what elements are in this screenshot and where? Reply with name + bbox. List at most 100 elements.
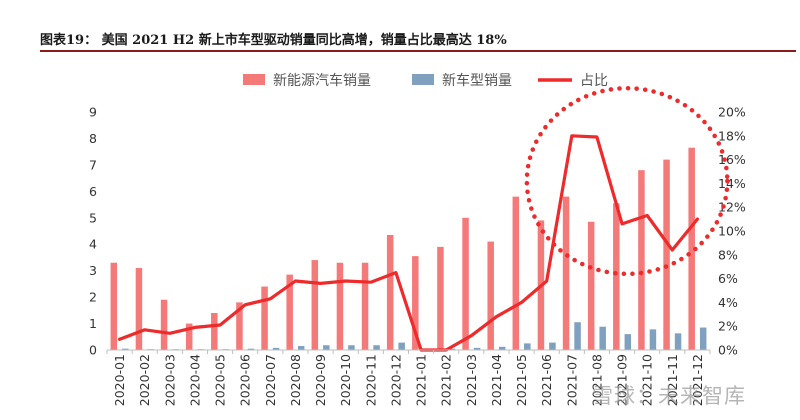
new-model-sales-bar [549, 342, 556, 350]
ev-sales-bar [361, 262, 369, 350]
ev-sales-bar [185, 323, 193, 350]
legend-share-label: 占比 [580, 73, 608, 89]
bar-series [110, 147, 707, 351]
left-axis-tick-label: 6 [89, 184, 97, 199]
new-model-sales-bar [448, 348, 456, 350]
new-model-sales-bar [524, 343, 531, 350]
x-axis-tick-label: 2020-12 [388, 354, 403, 406]
highlight-dotted-circle [524, 85, 730, 277]
watermark-text: 雪球：未来智库 [592, 384, 746, 408]
new-model-sales-bar [649, 329, 657, 350]
x-axis-tick-label: 2021-02 [439, 354, 454, 406]
x-axis-tick-label: 2020-04 [187, 354, 202, 406]
x-axis-tick-label: 2020-06 [238, 354, 253, 406]
x-axis-tick-label: 2021-12 [690, 354, 705, 406]
x-axis-tick-label: 2021-07 [564, 354, 579, 406]
x-axis-tick-label: 2020-07 [263, 354, 278, 406]
x-axis-tick-label: 2021-10 [640, 354, 655, 406]
new-model-sales-bar [323, 345, 330, 350]
left-axis-tick-label: 8 [89, 131, 97, 146]
ev-sales-bar [160, 299, 168, 350]
left-axis-tick-label: 1 [89, 316, 97, 331]
ev-sales-bar [236, 302, 243, 350]
legend-ev-sales-label: 新能源汽车销量 [273, 72, 371, 89]
x-axis-tick-label: 2020-09 [313, 354, 328, 406]
ev-sales-bar [412, 256, 419, 350]
x-axis-tick-label: 2020-02 [137, 354, 152, 406]
ev-sales-bar [311, 260, 319, 350]
x-axis-tick-label: 2021-06 [539, 354, 554, 406]
left-axis-tick-label: 5 [89, 210, 97, 225]
left-axis-tick-label: 3 [89, 263, 97, 278]
share-line-series [117, 134, 700, 352]
right-axis-tick-label: 14% [718, 176, 746, 191]
new-model-sales-bar [624, 334, 632, 350]
chart-title: 图表19： 美国 2021 H2 新上市车型驱动销量同比高增，销量占比最高达 1… [40, 33, 507, 48]
right-axis-tick-label: 0% [718, 343, 738, 358]
new-model-sales-bar [473, 347, 481, 350]
x-axis-tick-label: 2021-11 [665, 354, 680, 406]
right-axis-tick-label: 20% [718, 105, 746, 120]
right-axis-tick-label: 18% [718, 128, 746, 143]
x-axis-tick-label: 2020-11 [363, 354, 378, 406]
title-underline [40, 50, 796, 52]
new-model-sales-bar [122, 348, 129, 350]
ev-sales-bar [688, 147, 695, 350]
x-axis-tick-label: 2021-04 [489, 354, 504, 406]
new-model-sales-bar [498, 346, 506, 350]
legend-new-model-sales-label: 新车型销量 [442, 72, 512, 89]
x-axis: 2020-01 2020-02 2020-03 2020-04 2020-05 2020-… [106, 349, 711, 406]
new-model-sales-bar [247, 348, 255, 350]
left-axis-tick-label: 9 [89, 105, 97, 120]
right-axis-tick-label: 16% [718, 152, 746, 167]
ev-sales-bar [211, 312, 218, 350]
left-axis-tick-label: 4 [89, 237, 97, 252]
x-axis-tick-label: 2021-09 [615, 354, 630, 406]
ev-sales-bar [613, 203, 620, 350]
right-axis-tick-label: 4% [718, 295, 738, 310]
new-model-sales-bar [574, 322, 581, 350]
ev-sales-bar [135, 268, 143, 350]
ev-sales-bar [336, 262, 344, 350]
new-model-sales-bar [348, 345, 355, 350]
ev-sales-bar [663, 159, 670, 350]
ev-sales-bar [587, 221, 595, 350]
ev-sales-bar [462, 217, 469, 350]
annotation-layer [524, 85, 730, 277]
x-axis-tick-label: 2020-01 [112, 354, 127, 406]
x-axis-tick-label: 2021-01 [414, 354, 429, 406]
chart-legend: 新能源汽车销量 新车型销量 占比 [243, 72, 608, 89]
left-axis-tick-label: 7 [89, 157, 97, 172]
ev-sales-bar [562, 196, 570, 350]
title-bar: 图表19： 美国 2021 H2 新上市车型驱动销量同比高增，销量占比最高达 1… [0, 0, 800, 54]
new-model-sales-bar [674, 333, 682, 350]
x-axis-tick-label: 2020-03 [162, 354, 177, 406]
right-axis-tick-label: 10% [718, 224, 746, 239]
new-model-sales-bar [373, 345, 380, 350]
ev-sales-bar [512, 196, 520, 350]
new-model-sales-bar [599, 326, 606, 350]
right-axis: 0% 2% 4% 6% 8% 10% 12% 14% 16% 18% 20% [718, 105, 746, 358]
ev-sales-bar [261, 286, 268, 350]
x-axis-tick-label: 2020-10 [338, 354, 353, 406]
ev-sales-bar [286, 274, 293, 350]
right-axis-tick-label: 6% [718, 271, 738, 286]
x-axis-tick-label: 2021-03 [464, 354, 479, 406]
ev-sales-bar [638, 170, 645, 350]
new-model-sales-bar [699, 327, 707, 350]
ev-sales-bar [437, 246, 444, 350]
x-axis-tick-label: 2021-08 [589, 354, 604, 406]
ev-sales-bar [110, 262, 118, 350]
right-axis-tick-label: 8% [718, 247, 738, 262]
x-axis-tick-label: 2021-05 [514, 354, 529, 406]
left-axis-tick-label: 0 [89, 343, 97, 358]
share-line [117, 134, 700, 352]
x-axis-tick-label: 2020-05 [213, 354, 228, 406]
left-axis: 0 1 2 3 4 5 6 7 8 9 [89, 105, 97, 358]
x-axis-tick-label: 2020-08 [288, 354, 303, 406]
legend-new-model-sales-swatch [412, 74, 434, 85]
ev-sales-bar [487, 241, 494, 350]
new-model-sales-bar [398, 342, 405, 350]
right-axis-tick-label: 2% [718, 319, 738, 334]
